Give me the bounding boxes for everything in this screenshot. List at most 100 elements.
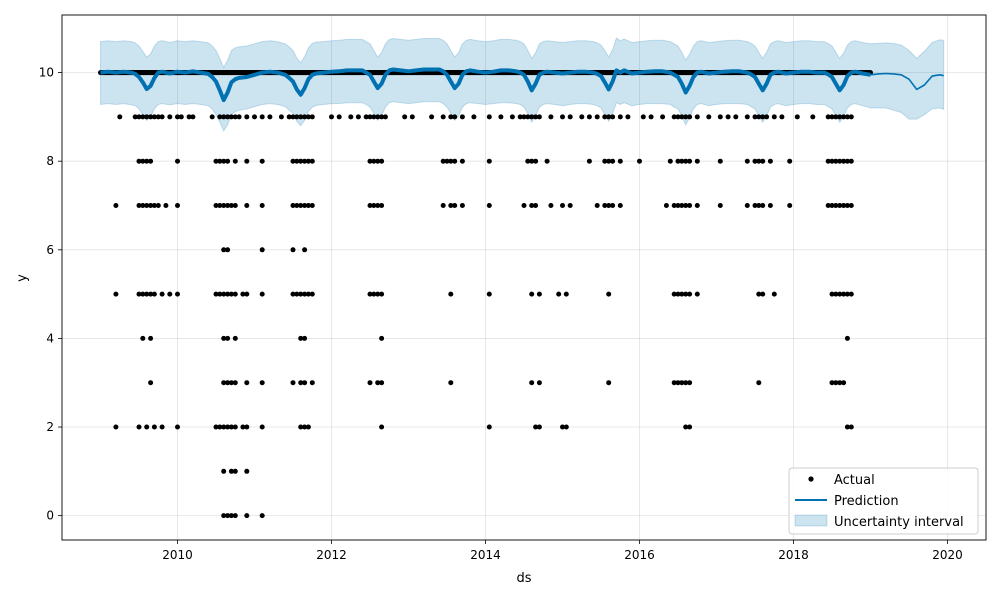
actual-point (610, 158, 616, 164)
actual-point (298, 380, 304, 386)
actual-point (221, 380, 227, 386)
actual-point (610, 114, 616, 120)
actual-point (294, 203, 300, 208)
actual-point (371, 114, 377, 120)
actual-point (679, 158, 685, 164)
actual-point (355, 114, 361, 120)
actual-point (309, 158, 315, 164)
actual-point (683, 380, 689, 386)
actual-point (687, 203, 693, 208)
actual-point (486, 291, 492, 297)
actual-point (521, 203, 527, 208)
actual-point (225, 158, 231, 164)
actual-point (787, 158, 793, 164)
actual-point (694, 291, 700, 297)
actual-point (290, 291, 296, 297)
actual-point (848, 291, 854, 297)
actual-point (305, 424, 311, 430)
actual-point (844, 203, 850, 208)
actual-point (610, 203, 616, 208)
actual-point (844, 291, 850, 297)
actual-point (448, 380, 454, 386)
actual-point (752, 114, 758, 120)
actual-point (606, 203, 612, 208)
actual-point (259, 203, 265, 208)
actual-point (228, 468, 234, 474)
actual-point (529, 380, 535, 386)
actual-point (756, 380, 762, 386)
actual-point (586, 158, 592, 164)
actual-point (844, 114, 850, 120)
actual-point (671, 203, 677, 208)
actual-point (371, 203, 377, 208)
actual-point (779, 114, 785, 120)
actual-point (244, 380, 250, 386)
actual-point (305, 158, 311, 164)
actual-point (452, 114, 458, 120)
actual-point (298, 158, 304, 164)
actual-point (221, 335, 227, 341)
actual-point (560, 114, 565, 120)
x-tick-label: 2020 (932, 548, 963, 562)
actual-point (683, 203, 689, 208)
actual-point (521, 114, 527, 120)
actual-point (309, 291, 315, 297)
actual-point (756, 291, 762, 297)
actual-point (113, 203, 119, 208)
actual-point (144, 424, 150, 430)
x-axis-label: ds (516, 571, 531, 586)
actual-point (594, 114, 600, 120)
actual-point (190, 114, 196, 120)
actual-point (140, 203, 146, 208)
actual-point (259, 513, 265, 519)
actual-point (602, 203, 608, 208)
actual-point (228, 380, 234, 386)
x-tick-label: 2010 (162, 548, 193, 562)
actual-point (563, 424, 569, 430)
actual-point (225, 114, 231, 120)
actual-point (228, 424, 234, 430)
actual-point (760, 114, 766, 120)
actual-point (232, 424, 238, 430)
actual-point (548, 114, 554, 120)
actual-point (533, 158, 539, 164)
actual-point (309, 380, 315, 386)
actual-point (675, 114, 681, 120)
actual-point (810, 114, 816, 120)
actual-point (829, 380, 835, 386)
actual-point (533, 114, 539, 120)
actual-point (602, 114, 608, 120)
legend-interval-swatch (794, 514, 828, 527)
actual-point (244, 513, 250, 519)
actual-point (290, 114, 296, 120)
actual-point (379, 424, 385, 430)
actual-point (679, 291, 685, 297)
actual-point (151, 114, 157, 120)
actual-point (221, 291, 227, 297)
actual-point (367, 291, 373, 297)
actual-point (617, 114, 623, 120)
legend-actual-marker (808, 476, 814, 482)
actual-point (151, 424, 157, 430)
actual-point (440, 203, 446, 208)
actual-point (448, 158, 454, 164)
actual-point (113, 291, 119, 297)
y-tick-label: 10 (39, 66, 54, 80)
actual-point (336, 114, 342, 120)
y-tick-label: 4 (46, 331, 54, 345)
actual-point (236, 114, 242, 120)
actual-point (683, 158, 689, 164)
actual-point (440, 114, 446, 120)
actual-point (660, 114, 666, 120)
actual-point (459, 158, 465, 164)
actual-point (298, 291, 304, 297)
actual-point (221, 468, 227, 474)
actual-point (837, 380, 843, 386)
actual-point (379, 203, 385, 208)
x-tick-label: 2016 (624, 548, 655, 562)
actual-point (375, 291, 381, 297)
actual-point (687, 424, 693, 430)
actual-point (767, 158, 773, 164)
actual-point (533, 424, 539, 430)
